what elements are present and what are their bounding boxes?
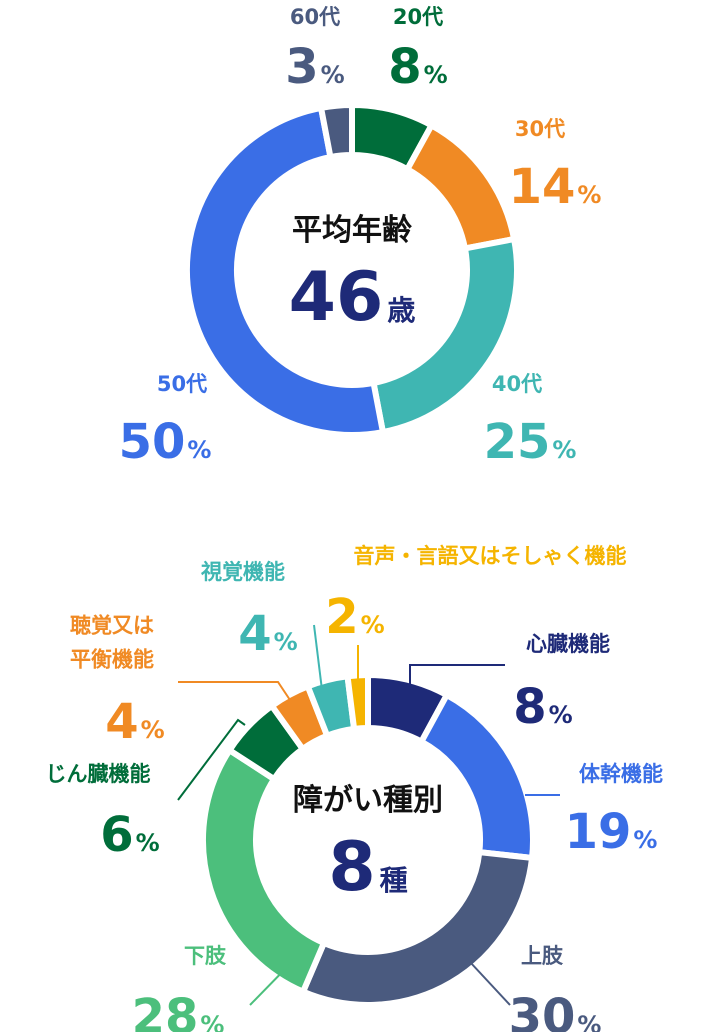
leader-line bbox=[249, 961, 293, 1006]
value-label: 6% bbox=[100, 807, 159, 863]
category-label: 体幹機能 bbox=[579, 762, 663, 787]
value-number: 4 bbox=[105, 694, 138, 750]
value-suffix: % bbox=[577, 1011, 601, 1032]
center-unit: 歳 bbox=[387, 294, 415, 327]
value-suffix: % bbox=[200, 1011, 224, 1032]
value-number: 4 bbox=[238, 606, 271, 662]
value-suffix: % bbox=[321, 61, 345, 89]
value-label: 8% bbox=[388, 39, 447, 95]
value-suffix: % bbox=[552, 436, 576, 464]
value-number: 6 bbox=[100, 807, 133, 863]
center-title: 平均年齢 bbox=[292, 213, 412, 248]
value-suffix: % bbox=[136, 829, 160, 857]
category-label: 上肢 bbox=[521, 944, 563, 969]
category-label: 視覚機能 bbox=[201, 560, 285, 585]
leader-line bbox=[178, 681, 291, 701]
donut-segment bbox=[317, 101, 355, 161]
category-label: じん臓機能 bbox=[45, 762, 151, 787]
value-label: 4% bbox=[238, 606, 297, 662]
value-suffix: % bbox=[361, 611, 385, 639]
value-suffix: % bbox=[274, 628, 298, 656]
value-number: 25 bbox=[484, 414, 551, 470]
donut-segment bbox=[344, 671, 371, 733]
value-suffix: % bbox=[549, 701, 573, 729]
value-label: 19% bbox=[565, 804, 658, 860]
value-number: 19 bbox=[565, 804, 632, 860]
value-suffix: % bbox=[424, 61, 448, 89]
value-number: 2 bbox=[325, 589, 358, 645]
category-label: 60代 bbox=[289, 5, 341, 30]
value-label: 14% bbox=[509, 159, 602, 215]
value-number: 50 bbox=[119, 414, 186, 470]
value-label: 2% bbox=[325, 589, 384, 645]
value-label: 30% bbox=[509, 989, 602, 1032]
value-number: 30 bbox=[509, 989, 576, 1032]
value-label: 8% bbox=[513, 679, 572, 735]
donut-segment bbox=[370, 235, 520, 436]
value-number: 14 bbox=[509, 159, 576, 215]
value-suffix: % bbox=[633, 826, 657, 854]
value-number: 8 bbox=[388, 39, 421, 95]
center-unit: 種 bbox=[380, 864, 408, 897]
value-label: 25% bbox=[484, 414, 577, 470]
center-title: 障がい種別 bbox=[293, 783, 443, 818]
category-label: 40代 bbox=[491, 372, 543, 397]
center-value: 46 bbox=[289, 258, 384, 337]
category-label: 音声・言語又はそしゃく機能 bbox=[353, 544, 627, 569]
leader-line bbox=[469, 961, 511, 1006]
center-value-label: 46 歳 bbox=[289, 258, 416, 337]
category-label: 下肢 bbox=[184, 944, 226, 969]
center-value: 8 bbox=[328, 828, 375, 907]
category-label: 20代 bbox=[392, 5, 444, 30]
leader-line bbox=[177, 718, 246, 801]
value-suffix: % bbox=[577, 181, 601, 209]
donut-segment bbox=[299, 848, 536, 1008]
value-number: 8 bbox=[513, 679, 546, 735]
category-label: 30代 bbox=[514, 117, 566, 142]
leader-line bbox=[313, 624, 323, 691]
value-number: 3 bbox=[285, 39, 318, 95]
leader-line bbox=[409, 664, 505, 688]
value-suffix: % bbox=[141, 716, 165, 744]
value-label: 4% bbox=[105, 694, 164, 750]
category-label: 50代 bbox=[156, 372, 208, 397]
donut-segment bbox=[403, 121, 518, 252]
value-label: 28% bbox=[132, 989, 225, 1032]
value-label: 50% bbox=[119, 414, 212, 470]
value-number: 28 bbox=[132, 989, 199, 1032]
category-label: 心臓機能 bbox=[526, 632, 610, 657]
value-label: 3% bbox=[285, 39, 344, 95]
value-suffix: % bbox=[187, 436, 211, 464]
donut-segment bbox=[183, 104, 387, 439]
category-label: 聴覚又は平衡機能 bbox=[69, 613, 154, 671]
